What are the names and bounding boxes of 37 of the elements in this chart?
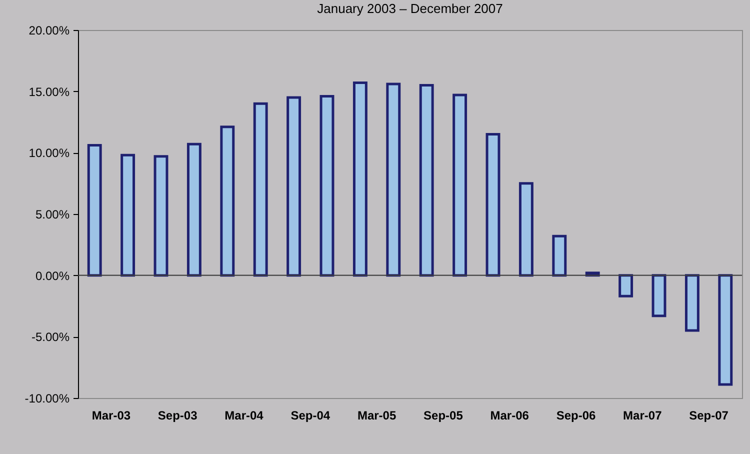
x-tick-label: Mar-07 (623, 408, 662, 422)
bar (352, 81, 368, 277)
x-tick-label: Mar-06 (490, 408, 530, 422)
bar (253, 102, 268, 277)
y-tick-label: 20.00% (28, 24, 70, 38)
chart-title: January 2003 – December 2007 (317, 1, 503, 16)
bar (452, 94, 468, 277)
bar (552, 234, 567, 277)
y-tick-label: 0.00% (35, 268, 70, 283)
bar (286, 96, 302, 277)
x-tick-label: Sep-04 (290, 408, 330, 422)
bar (618, 274, 634, 298)
x-tick-label: Sep-05 (424, 408, 464, 422)
y-tick-label: -10.00% (24, 392, 70, 406)
bar (652, 274, 666, 318)
bar (718, 274, 733, 386)
bar (186, 142, 202, 277)
x-tick-label: Sep-06 (556, 408, 596, 422)
x-tick-label: Mar-03 (92, 408, 131, 422)
y-tick-label: 10.00% (28, 146, 70, 160)
bar (518, 182, 534, 277)
y-tick-label: 5.00% (35, 208, 70, 222)
bar (486, 133, 500, 277)
bar (120, 154, 136, 277)
y-tick-label: -5.00% (31, 330, 70, 344)
bar (220, 126, 235, 277)
y-tick-label: 15.00% (28, 84, 70, 99)
bar (386, 82, 401, 277)
bar (320, 94, 334, 277)
bar (419, 84, 434, 277)
x-tick-label: Mar-05 (357, 408, 396, 422)
bar (684, 274, 700, 332)
x-tick-label: Sep-03 (158, 408, 198, 422)
bar (87, 144, 102, 277)
bar (154, 155, 168, 277)
x-tick-label: Mar-04 (224, 408, 264, 422)
x-tick-label: Sep-07 (689, 408, 729, 422)
